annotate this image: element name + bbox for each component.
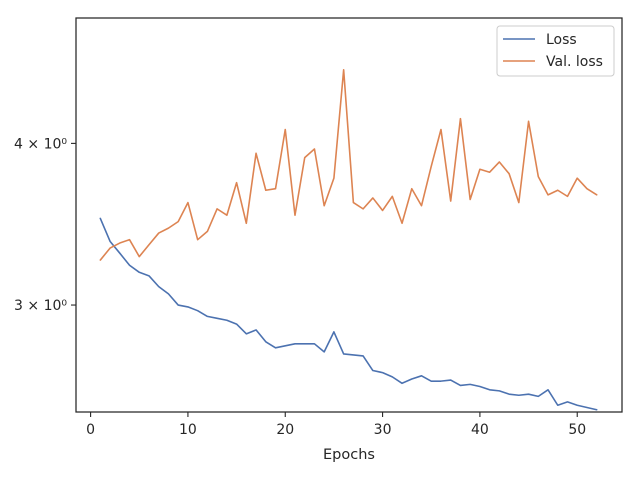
y-tick-label: 3 × 10⁰ [14, 298, 67, 314]
x-tick-label: 40 [471, 422, 489, 438]
legend-label-val-loss: Val. loss [546, 54, 603, 70]
x-tick-label: 30 [374, 422, 392, 438]
x-tick-label: 0 [86, 422, 95, 438]
x-axis-label: Epochs [323, 447, 375, 463]
x-tick-label: 20 [276, 422, 294, 438]
legend-label-loss: Loss [546, 32, 577, 48]
plot-area [76, 18, 622, 412]
series-layer [99, 68, 598, 411]
series-line-val-loss [99, 68, 598, 261]
y-axis: 3 × 10⁰ 4 × 10⁰ [14, 136, 76, 314]
x-tick-label: 50 [568, 422, 586, 438]
plot-frame [75, 17, 623, 413]
y-tick-label: 4 × 10⁰ [14, 136, 67, 152]
x-axis: 0 10 20 30 40 50 [86, 412, 586, 438]
legend: Loss Val. loss [496, 25, 615, 77]
x-tick-label: 10 [179, 422, 197, 438]
series-line-loss [99, 217, 598, 411]
